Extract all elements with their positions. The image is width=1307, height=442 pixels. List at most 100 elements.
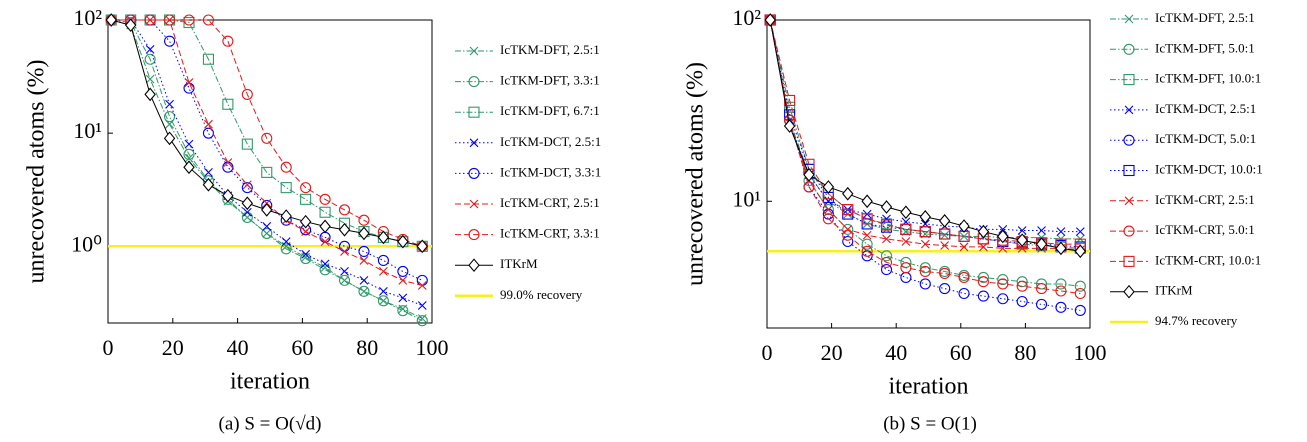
x-tick-label: 0 <box>103 335 114 360</box>
marker <box>1037 226 1046 235</box>
marker <box>183 160 195 175</box>
marker <box>861 238 873 250</box>
marker <box>1074 304 1086 316</box>
x-tick-label: 20 <box>821 340 843 365</box>
marker <box>320 237 330 247</box>
marker <box>1055 241 1067 256</box>
marker <box>977 290 989 302</box>
marker <box>862 230 872 240</box>
marker <box>184 78 194 87</box>
plot-frame <box>766 19 1091 329</box>
marker <box>204 119 213 129</box>
legend-marker <box>468 229 480 241</box>
marker <box>940 241 950 250</box>
marker <box>901 237 911 246</box>
legend-label: IcTKM-CRT, 5.0:1 <box>1155 222 1255 237</box>
marker <box>281 237 291 247</box>
marker <box>784 101 796 113</box>
legend-label: IcTKM-DFT, 2.5:1 <box>1155 10 1255 25</box>
marker <box>124 18 137 33</box>
marker <box>880 219 893 231</box>
marker <box>861 250 873 262</box>
marker <box>842 223 854 235</box>
legend-label: IcTKM-DCT, 10.0:1 <box>1155 161 1263 176</box>
legend-label: IcTKM-CRT, 2.5:1 <box>1155 192 1255 207</box>
marker <box>842 186 854 201</box>
series-line <box>111 19 423 287</box>
marker <box>241 182 253 194</box>
x-tick-label: 20 <box>162 335 184 360</box>
legend-marker <box>468 76 480 88</box>
legend-label: IcTKM-DCT, 3.3:1 <box>500 164 601 179</box>
legend-label: ITKrM <box>1155 283 1193 298</box>
marker <box>377 295 389 307</box>
series-line <box>769 19 1081 311</box>
marker <box>417 281 427 290</box>
marker <box>397 234 409 249</box>
marker <box>241 138 253 150</box>
x-tick-label: 80 <box>1014 340 1036 365</box>
legend-label: ITKrM <box>500 256 538 271</box>
marker <box>416 239 428 254</box>
marker <box>1074 244 1087 259</box>
marker <box>1055 301 1067 313</box>
y-axis-label: unrecovered atoms (%) <box>24 60 50 284</box>
marker <box>222 188 234 203</box>
legend-marker <box>469 46 479 56</box>
marker <box>900 223 912 235</box>
legend-marker <box>1124 14 1134 24</box>
marker <box>880 250 893 262</box>
marker <box>977 224 990 239</box>
legend-marker <box>1123 164 1135 177</box>
marker <box>359 256 369 265</box>
series-line <box>111 19 423 247</box>
marker <box>1055 285 1067 297</box>
marker <box>958 287 970 300</box>
marker <box>1074 287 1086 300</box>
marker <box>183 148 195 160</box>
marker <box>319 219 331 234</box>
x-tick-label: 60 <box>950 340 972 365</box>
marker <box>822 213 834 225</box>
legend-marker <box>1123 74 1135 86</box>
marker <box>958 219 970 233</box>
marker <box>299 214 312 229</box>
marker <box>358 214 370 226</box>
legend-label: IcTKM-DFT, 3.3:1 <box>500 73 600 88</box>
marker <box>842 235 854 248</box>
legend-label: IcTKM-CRT, 3.3:1 <box>500 226 600 241</box>
marker <box>880 256 893 268</box>
y-axis-label: unrecovered atoms (%) <box>683 62 709 286</box>
marker <box>900 262 912 274</box>
series-line <box>111 19 423 306</box>
marker <box>919 210 931 224</box>
marker <box>900 205 912 220</box>
marker <box>358 245 370 258</box>
marker <box>1016 280 1028 292</box>
series-line <box>111 19 423 322</box>
plot-frame <box>107 19 433 324</box>
marker <box>144 53 156 65</box>
legend-label: IcTKM-DCT, 5.0:1 <box>1155 131 1256 146</box>
marker <box>1036 298 1048 310</box>
legend-label: IcTKM-DFT, 2.5:1 <box>500 42 600 57</box>
legend-marker <box>1124 196 1134 206</box>
marker <box>145 44 155 54</box>
legend-label: IcTKM-DFT, 5.0:1 <box>1155 40 1255 55</box>
marker <box>416 274 428 286</box>
marker <box>861 213 873 225</box>
marker <box>204 168 213 177</box>
marker <box>861 194 873 209</box>
x-tick-label: 0 <box>762 340 773 365</box>
marker <box>301 227 311 236</box>
marker <box>842 229 854 241</box>
marker <box>144 87 156 102</box>
marker <box>919 262 931 274</box>
legend-label: IcTKM-DFT, 10.0:1 <box>1155 71 1261 86</box>
legend-marker <box>1123 225 1135 237</box>
marker <box>184 139 194 149</box>
marker <box>163 131 176 146</box>
legend-marker <box>469 138 479 148</box>
legend-marker <box>469 199 479 209</box>
legend-label: IcTKM-DCT, 2.5:1 <box>1155 101 1256 116</box>
